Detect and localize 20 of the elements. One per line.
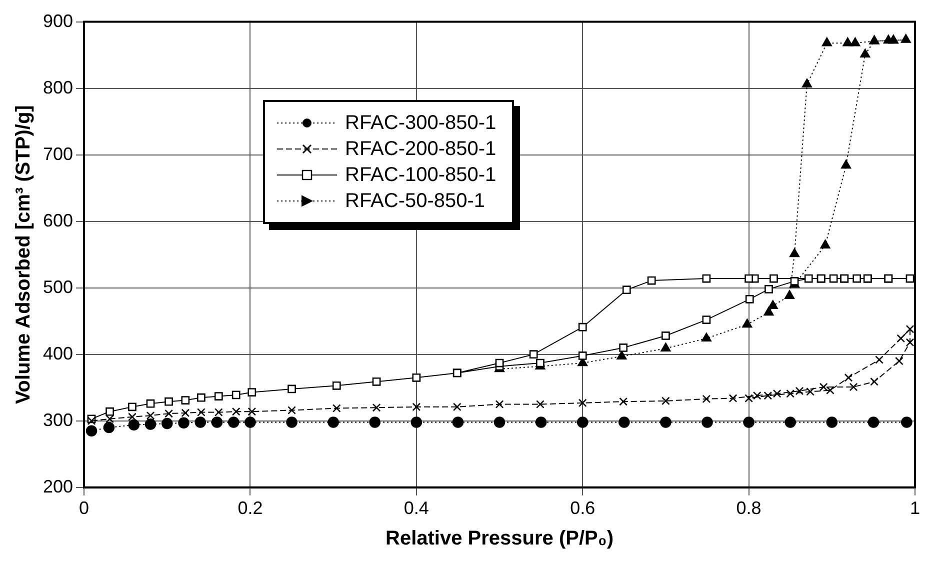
x-tick-label: 0.6 — [570, 498, 596, 518]
y-tick-label: 600 — [42, 210, 74, 230]
y-tick-label: 800 — [42, 77, 74, 98]
legend-label: RFAC-300-850-1 — [345, 111, 496, 136]
y-tick-label: 300 — [42, 410, 74, 430]
y-tick-label: 900 — [42, 10, 74, 31]
y-tick-label: 200 — [42, 476, 74, 496]
x-tick-label: 0.8 — [736, 498, 762, 518]
legend-label: RFAC-50-850-1 — [345, 189, 486, 214]
x-tick-label: 1 — [910, 498, 920, 518]
y-tick-label: 400 — [42, 343, 74, 364]
x-axis-title: Relative Pressure (P/P₀) — [386, 528, 614, 550]
y-tick-label: 700 — [42, 144, 74, 164]
y-axis-title: Volume Adsorbed [cm³ (STP)/g] — [12, 105, 35, 404]
x-tick-label: 0 — [79, 498, 90, 518]
x-tick-label: 0.4 — [404, 498, 429, 518]
legend-label: RFAC-200-850-1 — [345, 137, 496, 162]
y-tick-label: 500 — [42, 276, 74, 297]
legend-label: RFAC-100-850-1 — [345, 163, 496, 188]
x-tick-label: 0.2 — [238, 498, 263, 518]
